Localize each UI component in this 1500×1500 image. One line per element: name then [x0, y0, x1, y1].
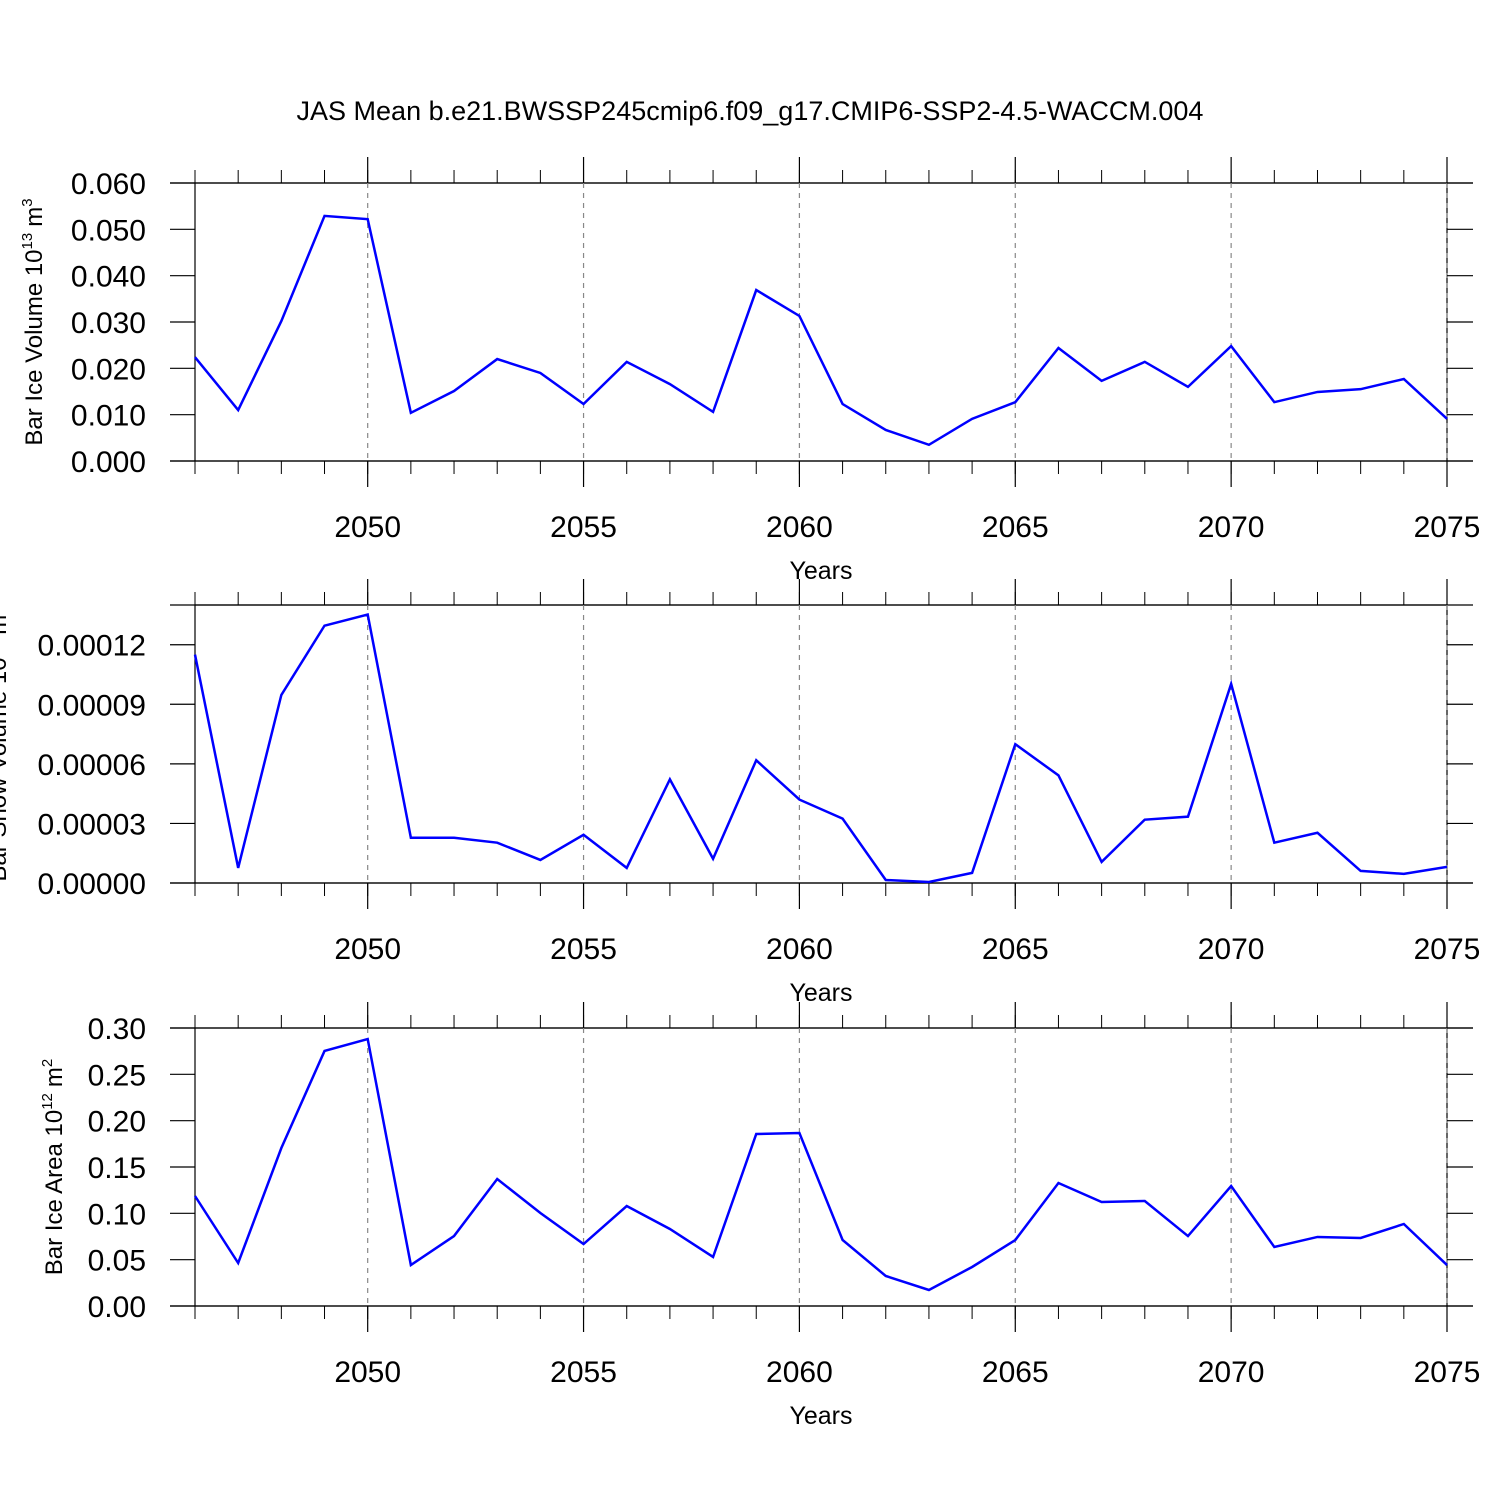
plot-frame	[194, 604, 1448, 884]
y-tick-label: 0.00009	[38, 689, 146, 722]
y-label-unit-exponent: 3	[19, 198, 36, 206]
y-tick-label: 0.00000	[38, 868, 146, 901]
y-tick-label: 0.15	[88, 1152, 146, 1185]
y-tick-label: 0.25	[88, 1059, 146, 1092]
y-tick-label: 0.000	[71, 446, 146, 479]
y-tick-label: 0.00003	[38, 808, 146, 841]
y-tick-label: 0.010	[71, 400, 146, 433]
x-tick-label: 2050	[334, 1356, 401, 1389]
x-tick-label: 2070	[1198, 511, 1265, 544]
x-tick-label: 2055	[550, 511, 617, 544]
plot-frame	[194, 182, 1448, 462]
y-axis-label: Bar Ice Volume 1013 m3	[19, 198, 48, 445]
y-tick-label: 0.060	[71, 168, 146, 201]
data-line	[193, 612, 1448, 884]
y-tick-label: 0.050	[71, 214, 146, 247]
x-tick-label: 2075	[1414, 1356, 1481, 1389]
y-tick-label: 0.30	[88, 1013, 146, 1046]
x-tick-label: 2060	[766, 1356, 833, 1389]
x-tick-label: 2075	[1414, 511, 1481, 544]
x-tick-label: 2065	[982, 1356, 1049, 1389]
data-line	[193, 1037, 1448, 1292]
y-tick-label: 0.10	[88, 1198, 146, 1231]
y-label-text: Bar Snow Volume 10	[0, 657, 12, 881]
y-axis-label: Bar Ice Area 1012 m2	[39, 1059, 68, 1275]
y-tick-label: 0.05	[88, 1245, 146, 1278]
x-tick-label: 2055	[550, 933, 617, 966]
y-label-unit: m	[41, 1067, 68, 1087]
x-tick-label: 2065	[982, 511, 1049, 544]
y-label-exponent: 13	[19, 233, 36, 250]
x-tick-label: 2060	[766, 511, 833, 544]
y-tick-label: 0.00006	[38, 749, 146, 782]
y-label-unit: m	[0, 615, 12, 635]
y-label-unit-exponent: 2	[39, 1059, 56, 1067]
y-tick-label: 0.020	[71, 353, 146, 386]
figure-title: JAS Mean b.e21.BWSSP245cmip6.f09_g17.CMI…	[297, 96, 1204, 126]
x-tick-label: 2070	[1198, 933, 1265, 966]
x-tick-label: 2075	[1414, 933, 1481, 966]
y-tick-label: 0.20	[88, 1106, 146, 1139]
plot-frame	[194, 1027, 1448, 1307]
x-axis-label: Years	[789, 1402, 852, 1430]
y-label-text: Bar Ice Volume 10	[21, 249, 48, 445]
y-tick-label: 0.00	[88, 1291, 146, 1324]
x-tick-label: 2060	[766, 933, 833, 966]
y-tick-label: 0.040	[71, 261, 146, 294]
y-label-exponent: 12	[39, 1093, 56, 1110]
x-tick-label: 2050	[334, 933, 401, 966]
data-line	[194, 214, 1448, 447]
y-label-unit: m	[21, 207, 48, 227]
y-axis-label: Bar Snow Volume 1013m3	[0, 606, 12, 881]
y-tick-label: 0.030	[71, 307, 146, 340]
x-tick-label: 2050	[334, 511, 401, 544]
y-label-text: Bar Ice Area 10	[41, 1110, 68, 1275]
x-tick-label: 2070	[1198, 1356, 1265, 1389]
y-tick-label: 0.00012	[38, 630, 146, 663]
x-tick-label: 2055	[550, 1356, 617, 1389]
x-tick-label: 2065	[982, 933, 1049, 966]
